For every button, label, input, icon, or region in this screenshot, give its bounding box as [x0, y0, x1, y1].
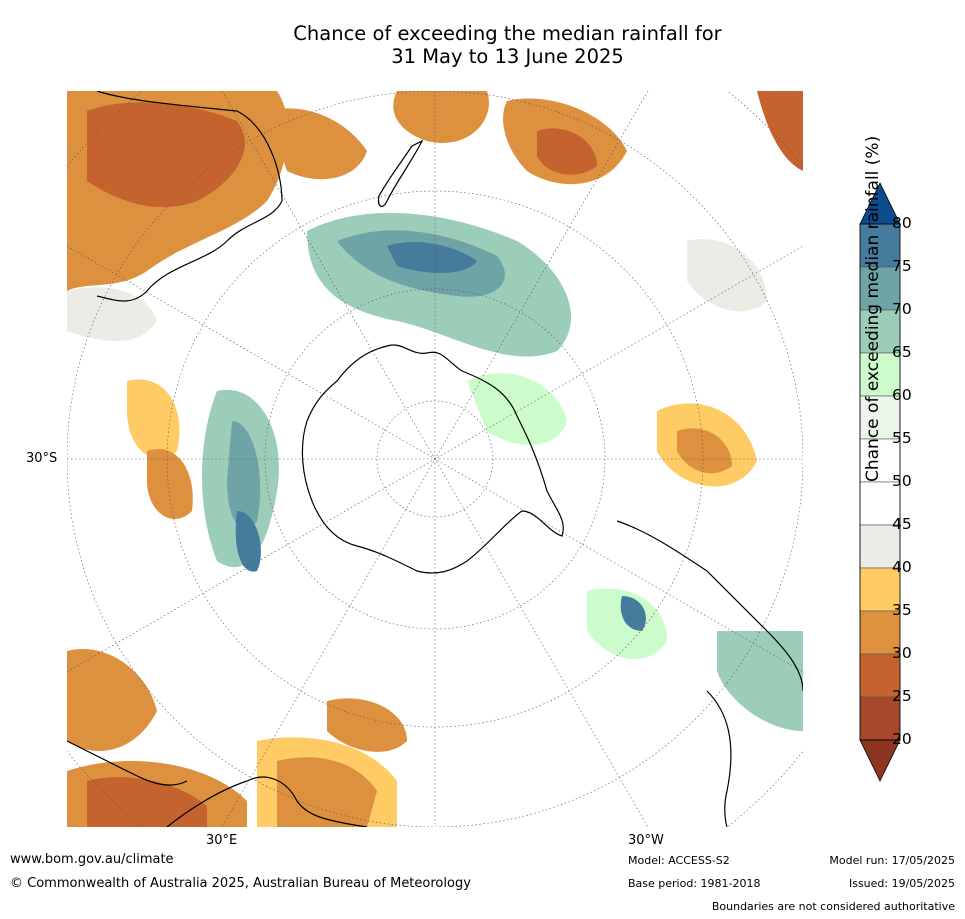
colorbar-tick-label: 75 — [892, 257, 912, 275]
colorbar-frame — [859, 223, 901, 741]
colorbar-segment — [859, 352, 901, 397]
colorbar-tick-label: 30 — [892, 644, 912, 662]
lon-label-30w: 30°W — [628, 833, 664, 848]
footer-website[interactable]: www.bom.gov.au/climate — [10, 852, 174, 867]
colorbar-segment — [859, 610, 901, 655]
colorbar-tick-label: 50 — [892, 472, 912, 490]
colorbar-segment — [859, 395, 901, 440]
probability-patches — [67, 91, 803, 827]
colorbar-tick-label: 45 — [892, 515, 912, 533]
colorbar-segment — [859, 653, 901, 698]
africa-coast — [96, 91, 283, 302]
graticule — [67, 91, 803, 827]
australia-coast — [166, 776, 368, 827]
lat-label-30s: 30°S — [26, 451, 58, 466]
lon-label-30e: 30°E — [206, 833, 238, 848]
colorbar-segments — [859, 182, 901, 782]
colorbar-tick-label: 70 — [892, 300, 912, 318]
colorbar-segment — [859, 524, 901, 569]
colorbar-tick-label: 60 — [892, 386, 912, 404]
colorbar-tick-label: 55 — [892, 429, 912, 447]
colorbar-tick-label: 25 — [892, 687, 912, 705]
colorbar-tick-label: 65 — [892, 343, 912, 361]
footer-disclaimer: Boundaries are not considered authoritat… — [711, 900, 955, 913]
title-line-1: Chance of exceeding the median rainfall … — [293, 22, 722, 45]
new-zealand-coast — [377, 139, 424, 208]
colorbar-tick-label: 35 — [892, 601, 912, 619]
footer-model: Model: ACCESS-S2 — [628, 854, 730, 867]
antarctica-coast — [301, 344, 564, 574]
colorbar-tick-label: 80 — [892, 214, 912, 232]
colorbar-segment — [859, 438, 901, 483]
colorbar-tick-label: 20 — [892, 730, 912, 748]
footer-base-period: Base period: 1981-2018 — [628, 877, 761, 890]
title-line-2: 31 May to 13 June 2025 — [391, 45, 624, 68]
south-america-coast — [616, 520, 803, 827]
footer-model-run: Model run: 17/05/2025 — [829, 854, 955, 867]
colorbar-segment — [859, 696, 901, 741]
footer-issued: Issued: 19/05/2025 — [848, 877, 955, 890]
rainfall-map — [67, 91, 803, 827]
colorbar — [859, 182, 901, 782]
colorbar-label: Chance of exceeding median rainfall (%) — [863, 135, 883, 482]
footer-copyright: © Commonwealth of Australia 2025, Austra… — [10, 876, 471, 891]
coastlines — [67, 91, 803, 827]
map-title: Chance of exceeding the median rainfall … — [0, 22, 965, 68]
colorbar-tick-label: 40 — [892, 558, 912, 576]
